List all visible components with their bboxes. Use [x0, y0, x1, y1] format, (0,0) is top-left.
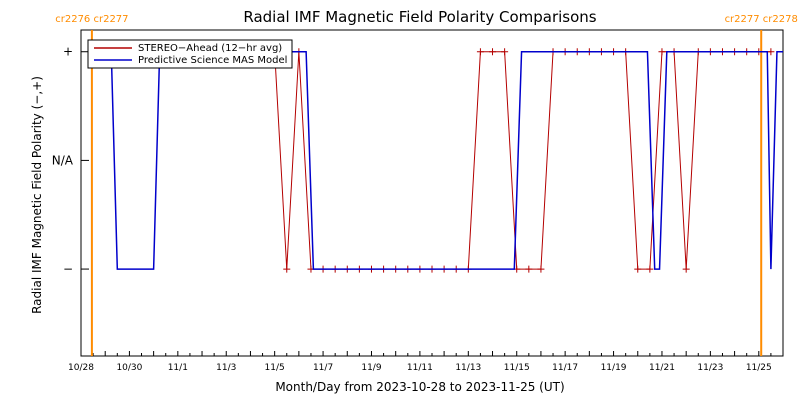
x-tick-label: 11/13	[455, 363, 481, 373]
carrington-marker-label: cr2276 cr2277	[55, 14, 128, 25]
legend-label-model: Predictive Science MAS Model	[138, 55, 287, 66]
y-tick-label: N/A	[52, 153, 74, 167]
x-tick-label: 11/19	[601, 363, 627, 373]
x-tick-label: 10/30	[116, 363, 142, 373]
legend-box	[87, 39, 293, 69]
y-axis-label: Radial IMF Magnetic Field Polarity (−,+)	[30, 76, 44, 314]
series-point-stereo	[658, 48, 666, 56]
x-tick-label: 11/9	[361, 363, 381, 373]
legend: STEREO−Ahead (12−hr avg) Predictive Scie…	[87, 39, 293, 69]
series-point-stereo	[489, 48, 497, 56]
x-tick-label: 11/23	[697, 363, 723, 373]
x-tick-label: 11/21	[649, 363, 675, 373]
y-tick-label: +	[63, 45, 73, 59]
x-tick-label: 10/28	[68, 363, 94, 373]
x-tick-label: 11/17	[552, 363, 578, 373]
x-tick-label: 11/25	[746, 363, 772, 373]
series-point-stereo	[537, 265, 545, 273]
legend-label-stereo: STEREO−Ahead (12−hr avg)	[138, 43, 282, 54]
plot-area	[80, 29, 784, 357]
series-point-stereo	[682, 265, 690, 273]
series-point-stereo	[634, 265, 642, 273]
y-tick-label: −	[63, 262, 73, 276]
series-point-stereo	[646, 265, 654, 273]
x-tick-label: 11/15	[504, 363, 530, 373]
series-point-stereo	[283, 265, 291, 273]
series-point-stereo	[476, 48, 484, 56]
x-tick-label: 11/3	[216, 363, 236, 373]
x-axis-label: Month/Day from 2023-10-28 to 2023-11-25 …	[275, 380, 564, 394]
x-tick-label: 11/7	[313, 363, 333, 373]
x-tick-label: 11/5	[265, 363, 285, 373]
chart-title: Radial IMF Magnetic Field Polarity Compa…	[243, 8, 596, 26]
series-line-model	[90, 50, 783, 270]
x-tick-label: 11/1	[168, 363, 188, 373]
carrington-marker-label: cr2277 cr2278	[725, 14, 798, 25]
x-tick-label: 11/11	[407, 363, 433, 373]
series-point-stereo	[501, 48, 509, 56]
series-line-stereo	[93, 51, 771, 270]
series-point-stereo	[767, 48, 775, 56]
series-point-stereo	[525, 265, 533, 273]
